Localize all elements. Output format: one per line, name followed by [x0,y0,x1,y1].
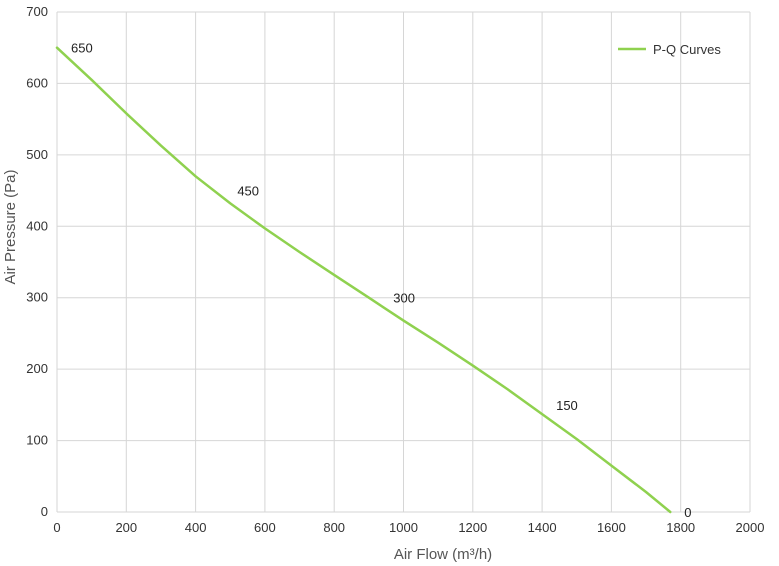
data-label: 0 [684,505,691,520]
data-labels: 650 450 300 150 0 [71,41,692,520]
data-label: 300 [393,291,415,306]
y-tick-label: 300 [26,290,48,305]
y-tick-label: 700 [26,4,48,19]
series-lines [55,46,672,514]
x-tick-label: 600 [254,520,276,535]
x-tick-label: 1000 [389,520,418,535]
y-tick-label: 200 [26,361,48,376]
x-axis-title: Air Flow (m³/h) [394,546,492,563]
x-tick-label: 2000 [736,520,765,535]
y-tick-label: 0 [41,504,48,519]
x-tick-label: 1400 [528,520,557,535]
x-tick-label: 800 [323,520,345,535]
x-tick-label: 1600 [597,520,626,535]
legend: P-Q Curves [618,42,721,57]
x-axis-ticks: 0 200 400 600 800 1000 1200 1400 1600 1800 2000 [53,520,764,535]
series-line-pq-curves [55,46,672,514]
y-tick-label: 400 [26,218,48,233]
x-tick-label: 0 [53,520,60,535]
x-tick-label: 200 [115,520,137,535]
y-axis-ticks: 0 100 200 300 400 500 600 700 [26,4,48,519]
x-tick-label: 400 [185,520,207,535]
x-tick-label: 1200 [458,520,487,535]
data-label: 150 [556,398,578,413]
y-tick-label: 600 [26,75,48,90]
x-tick-label: 1800 [666,520,695,535]
legend-label-pq-curves: P-Q Curves [653,42,721,57]
y-tick-label: 100 [26,433,48,448]
data-label: 450 [237,184,259,199]
data-label: 650 [71,41,93,56]
y-tick-label: 500 [26,147,48,162]
y-axis-title: Air Pressure (Pa) [2,169,19,284]
grid-lines [56,11,751,513]
